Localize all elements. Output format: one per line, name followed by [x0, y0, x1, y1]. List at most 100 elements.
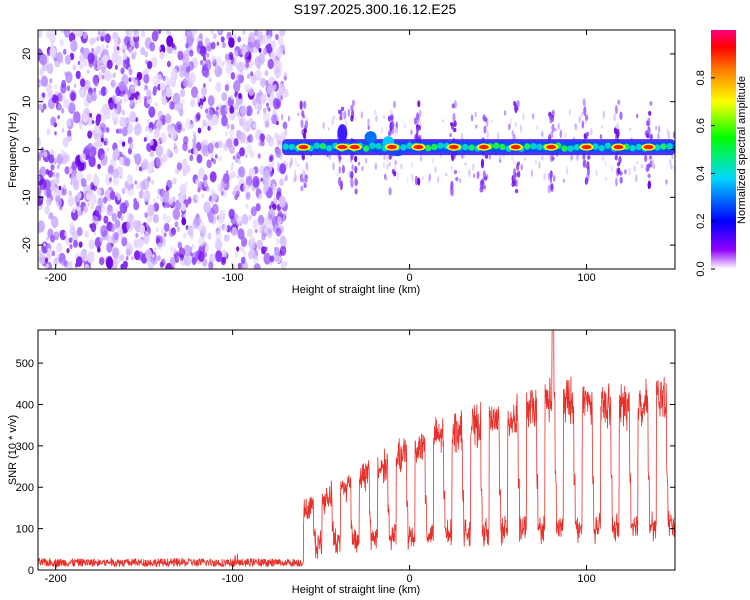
noise-blob: [94, 47, 97, 53]
cluster-spike: [341, 164, 345, 174]
noise-blob: [248, 250, 254, 260]
signal-spread-blob: [367, 125, 370, 130]
cluster-spike: [482, 114, 486, 122]
noise-blob: [266, 43, 273, 54]
signal-spread-blob: [418, 109, 422, 118]
noise-blob: [103, 196, 108, 204]
cluster-spike: [614, 104, 619, 115]
cluster-spike: [300, 119, 304, 128]
noise-blob: [217, 213, 225, 225]
signal-spread-blob: [541, 155, 544, 161]
noise-blob: [239, 118, 245, 127]
signal-band-segment: [524, 143, 531, 150]
cluster-spike: [617, 99, 621, 105]
noise-blob: [63, 98, 70, 109]
noise-blob: [103, 140, 107, 146]
noise-blob: [188, 72, 196, 84]
noise-blob: [225, 234, 230, 242]
signal-spread-blob: [535, 124, 539, 131]
noise-blob: [254, 104, 258, 110]
signal-spread-blob: [322, 122, 325, 130]
noise-blob: [174, 146, 179, 155]
noise-blob: [182, 127, 185, 132]
cluster-spike: [354, 177, 358, 187]
noise-blob: [120, 254, 125, 261]
noise-blob: [79, 152, 87, 163]
noise-blob: [246, 135, 251, 143]
cluster-spike: [303, 182, 307, 188]
noise-blob: [271, 161, 275, 167]
noise-blob: [111, 109, 119, 122]
noise-blob: [222, 173, 230, 185]
noise-blob: [244, 51, 252, 64]
noise-blob: [257, 196, 260, 201]
noise-blob: [100, 114, 106, 124]
noise-blob: [58, 185, 62, 191]
noise-blob: [191, 243, 195, 250]
noise-blob: [157, 255, 161, 261]
noise-blob: [145, 222, 149, 228]
noise-blob: [87, 202, 90, 207]
noise-blob: [279, 30, 286, 37]
signal-spread-blob: [462, 155, 465, 159]
signal-spread-blob: [564, 132, 567, 139]
noise-blob: [90, 146, 97, 157]
signal-spread-blob: [287, 115, 291, 122]
signal-spread-blob: [499, 159, 502, 163]
noise-blob: [180, 88, 186, 98]
noise-blob: [226, 138, 233, 149]
noise-blob: [248, 86, 255, 97]
noise-blob: [153, 198, 157, 204]
noise-blob: [179, 70, 185, 79]
noise-blob: [109, 190, 116, 201]
signal-spread-blob: [420, 154, 423, 162]
noise-blob: [104, 33, 111, 44]
signal-spread-blob: [434, 166, 437, 174]
signal-core-red: [510, 144, 521, 150]
noise-blob: [242, 250, 247, 257]
noise-blob: [166, 35, 174, 47]
signal-spread-blob: [530, 169, 534, 177]
noise-blob: [204, 37, 210, 46]
noise-blob: [48, 154, 55, 164]
noise-blob: [185, 42, 189, 49]
noise-blob: [134, 122, 143, 135]
noise-blob: [168, 125, 175, 136]
noise-blob: [279, 163, 287, 175]
noise-blob: [65, 71, 73, 84]
signal-spread-blob: [534, 159, 537, 165]
spectrogram-x-ticks: -200 -100 0 100: [45, 30, 596, 284]
noise-blob: [276, 161, 280, 167]
noise-blob: [181, 217, 187, 226]
signal-spread-blob: [302, 177, 305, 184]
noise-blob: [99, 61, 102, 66]
noise-blob: [83, 205, 88, 214]
noise-blob: [157, 242, 162, 250]
noise-blob: [256, 62, 261, 70]
signal-spread-blob: [367, 118, 370, 127]
y-tick-label: 0: [21, 146, 33, 152]
noise-blob: [209, 171, 217, 183]
cluster-spike: [582, 98, 586, 107]
noise-blob: [103, 215, 109, 224]
signal-core-red: [337, 144, 348, 150]
noise-blob: [60, 108, 65, 114]
noise-blob: [129, 85, 135, 94]
noise-blob: [220, 190, 224, 196]
noise-blob: [178, 247, 185, 258]
noise-blob: [203, 83, 206, 88]
noise-blob: [252, 122, 257, 129]
noise-blob: [64, 166, 70, 175]
noise-blob: [120, 215, 124, 221]
noise-blob: [61, 128, 65, 133]
noise-blob: [196, 93, 200, 99]
noise-blob: [79, 63, 84, 70]
signal-spread-blob: [297, 112, 300, 116]
noise-blob: [68, 237, 73, 244]
noise-blob: [111, 212, 118, 222]
signal-spread-blob: [394, 160, 397, 165]
noise-blob: [113, 103, 117, 109]
signal-spread-blob: [523, 157, 527, 161]
noise-blob: [131, 256, 134, 261]
